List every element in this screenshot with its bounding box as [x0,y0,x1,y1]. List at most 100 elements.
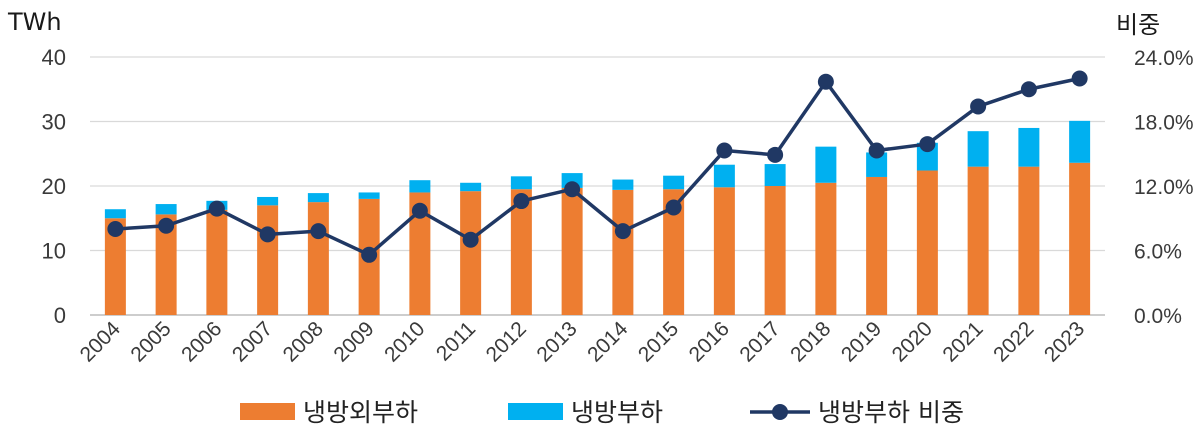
bar-segment-cooling [1018,127,1040,167]
bar-segment-cooling [815,146,837,183]
right-tick-label: 12.0% [1134,176,1194,199]
bar-segment-cooling [764,164,786,186]
left-tick-label: 40 [42,45,66,70]
x-tick-label: 2009 [329,317,378,366]
bar-segment-non-cooling [155,214,177,315]
legend-label-share: 냉방부하 비중 [818,398,964,427]
x-tick-label: 2011 [432,317,480,365]
bar-segment-non-cooling [713,187,735,315]
share-point [665,199,682,216]
bar-segment-non-cooling [510,189,532,315]
bar-segment-cooling [409,180,431,193]
bar-segment-non-cooling [1069,162,1091,315]
x-tick-label: 2012 [482,317,531,366]
x-tick-label: 2005 [126,317,175,366]
x-tick-label: 2007 [228,317,277,366]
share-point [107,221,124,237]
share-point [564,181,581,198]
share-point [513,193,530,210]
share-point [310,223,327,240]
bar-segment-cooling [510,176,532,190]
left-tick-label: 30 [42,110,66,135]
share-point [716,142,733,159]
share-point [919,136,936,153]
bar-segment-non-cooling [1018,166,1040,315]
bar-segment-cooling [104,209,126,219]
x-tick-label: 2023 [1040,317,1089,366]
bar-segment-cooling [663,175,685,190]
bar-segment-cooling [1069,120,1091,163]
line-series [107,70,1088,263]
right-tick-label: 24.0% [1134,47,1194,70]
x-tick-label: 2020 [888,317,937,366]
bar-segment-non-cooling [561,187,583,315]
share-point [868,142,885,159]
bar-segment-non-cooling [866,176,888,315]
share-point [158,217,175,234]
axes: TWh 비중 0 10 20 30 40 0.0% 6.0% 12.0% 18.0% 24.0% 2… [7,8,1194,367]
x-tick-label: 2010 [380,317,429,366]
x-tick-label: 2019 [837,317,886,366]
x-tick-label: 2017 [735,317,784,366]
right-axis-unit: 비중 [1116,11,1160,39]
x-tick-label: 2014 [583,317,633,367]
bar-segment-cooling [155,204,177,215]
share-line [115,76,1080,257]
bar-segment-non-cooling [257,205,279,315]
share-point [767,146,784,163]
x-tick-label: 2008 [279,317,328,366]
bar-segment-cooling [866,152,888,177]
share-point [1020,81,1037,98]
x-tick-label: 2022 [989,317,1038,366]
legend-swatch-share-marker [772,404,788,420]
right-tick-label: 18.0% [1134,112,1194,135]
x-tick-label: 2013 [532,317,581,366]
bar-segment-non-cooling [764,186,786,315]
legend-label-non-cooling: 냉방외부하 [303,398,418,427]
bar-segment-cooling [307,193,329,203]
left-tick-label: 10 [42,239,66,264]
right-tick-label: 6.0% [1134,241,1182,264]
legend-swatch-non-cooling [240,403,295,420]
bar-segment-cooling [612,179,634,190]
bar-segment-non-cooling [612,189,634,315]
bar-segment-cooling [358,192,380,199]
bar-segment-cooling [460,182,482,192]
bar-segment-non-cooling [815,182,837,315]
x-tick-label: 2015 [634,317,683,366]
bar-series [104,120,1091,315]
share-point [970,98,987,115]
share-point [361,246,378,263]
share-point [614,223,631,240]
bar-segment-non-cooling [409,192,431,315]
bar-segment-cooling [967,131,989,167]
x-tick-label: 2018 [786,317,835,366]
share-point [462,231,479,248]
x-tick-label: 2004 [76,317,126,367]
x-tick-label: 2021 [938,317,987,366]
share-point [208,200,225,217]
left-tick-label: 20 [42,174,66,199]
share-point [259,226,276,243]
bar-segment-non-cooling [104,218,126,315]
right-tick-label: 0.0% [1134,305,1182,328]
legend: 냉방외부하 냉방부하 냉방부하 비중 [240,398,964,427]
share-point [411,202,428,219]
legend-swatch-cooling [508,403,563,420]
share-point [1071,70,1088,87]
bar-segment-cooling [713,164,735,188]
bar-segment-non-cooling [206,209,228,315]
left-tick-label: 0 [54,303,66,328]
gridlines [90,56,1105,316]
legend-label-cooling: 냉방부하 [571,398,663,427]
bar-segment-cooling [257,196,279,206]
bar-segment-non-cooling [307,202,329,315]
bar-segment-non-cooling [663,189,685,315]
bar-segment-non-cooling [916,170,938,315]
bar-segment-non-cooling [460,191,482,315]
x-tick-label: 2016 [685,317,734,366]
x-tick-label: 2006 [177,317,226,366]
left-axis-unit: TWh [7,8,62,36]
